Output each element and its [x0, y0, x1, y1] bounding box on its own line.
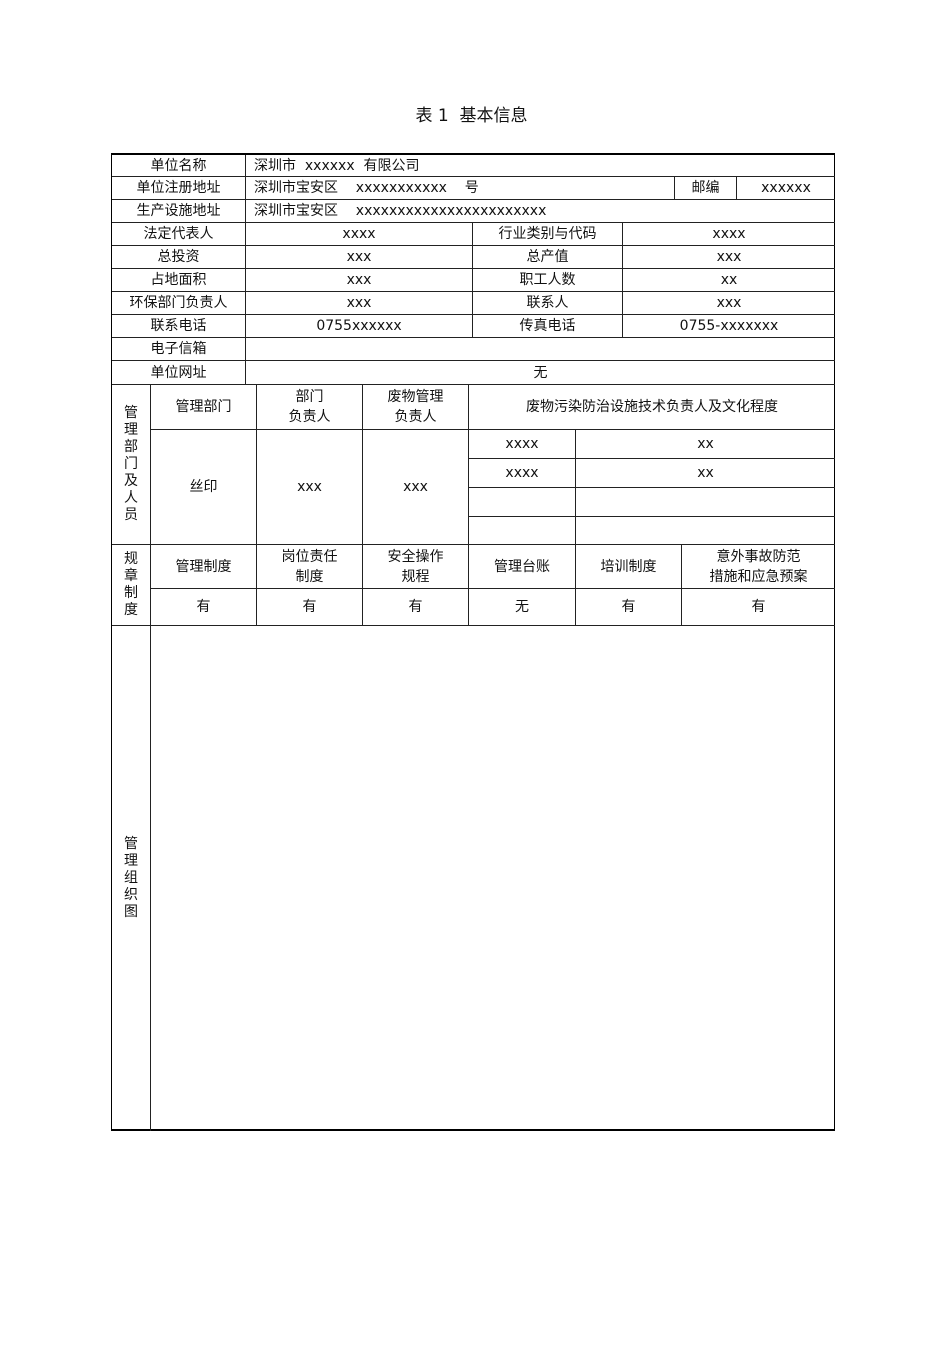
info-value: xxx: [623, 246, 835, 269]
info-label: 联系电话: [112, 315, 246, 338]
rules-header: 岗位责任 制度: [257, 545, 363, 589]
rules-header: 管理台账: [469, 545, 576, 589]
reg-address-label: 单位注册地址: [112, 177, 246, 200]
rules-value: 有: [257, 589, 363, 626]
waste-head-value: xxx: [363, 430, 469, 545]
rules-value: 有: [363, 589, 469, 626]
info-label: 总投资: [112, 246, 246, 269]
info-label: 环保部门负责人: [112, 292, 246, 315]
rules-value: 有: [151, 589, 257, 626]
table-title: 表 1 基本信息: [415, 106, 528, 126]
email-value: [246, 338, 835, 361]
info-value: xxxx: [246, 223, 473, 246]
info-value: xxx: [623, 292, 835, 315]
reg-address-value: 深圳市宝安区 xxxxxxxxxxx 号: [246, 177, 675, 200]
website-label: 单位网址: [112, 361, 246, 385]
tech-education: xx: [576, 430, 835, 459]
tech-education: [576, 488, 835, 517]
dept-head-value: xxx: [257, 430, 363, 545]
basic-info-table: 单位名称 深圳市 xxxxxx 有限公司 单位注册地址 深圳市宝安区 xxxxx…: [111, 153, 835, 1131]
mgmt-header: 部门 负责人: [257, 385, 363, 430]
info-value: 0755xxxxxx: [246, 315, 473, 338]
tech-education: [576, 517, 835, 545]
rules-header: 安全操作 规程: [363, 545, 469, 589]
info-value: xxx: [246, 246, 473, 269]
info-value: xx: [623, 269, 835, 292]
info-value: 0755-xxxxxxx: [623, 315, 835, 338]
org-section-text: 管理组织图: [124, 836, 138, 920]
unit-name-label: 单位名称: [112, 155, 246, 177]
info-value: xxxx: [623, 223, 835, 246]
org-section-label: 管理组织图: [112, 626, 151, 1131]
website-value: 无: [246, 361, 835, 385]
mgmt-header: 废物管理 负责人: [363, 385, 469, 430]
info-value: xxx: [246, 292, 473, 315]
mgmt-header: 管理部门: [151, 385, 257, 430]
zip-value: xxxxxx: [737, 177, 835, 200]
rules-header: 管理制度: [151, 545, 257, 589]
prod-address-value: 深圳市宝安区 xxxxxxxxxxxxxxxxxxxxxxx: [246, 200, 835, 223]
mgmt-section-label: 管理部门及人员: [112, 385, 151, 545]
info-label: 行业类别与代码: [473, 223, 623, 246]
info-label: 联系人: [473, 292, 623, 315]
info-label: 传真电话: [473, 315, 623, 338]
info-value: xxx: [246, 269, 473, 292]
email-label: 电子信箱: [112, 338, 246, 361]
tech-name: xxxx: [469, 430, 576, 459]
info-label: 法定代表人: [112, 223, 246, 246]
rules-header: 培训制度: [576, 545, 682, 589]
rules-header: 意外事故防范 措施和应急预案: [682, 545, 835, 589]
rules-section-label: 规章制度: [112, 545, 151, 626]
zip-label: 邮编: [675, 177, 737, 200]
tech-name: xxxx: [469, 459, 576, 488]
prod-address-label: 生产设施地址: [112, 200, 246, 223]
rules-value: 有: [576, 589, 682, 626]
info-label: 占地面积: [112, 269, 246, 292]
rules-section-text: 规章制度: [124, 551, 138, 618]
rules-value: 无: [469, 589, 576, 626]
mgmt-section-text: 管理部门及人员: [124, 405, 138, 523]
unit-name-value: 深圳市 xxxxxx 有限公司: [246, 155, 835, 177]
info-label: 总产值: [473, 246, 623, 269]
info-label: 职工人数: [473, 269, 623, 292]
mgmt-header: 废物污染防治设施技术负责人及文化程度: [469, 385, 835, 430]
tech-name: [469, 488, 576, 517]
rules-value: 有: [682, 589, 835, 626]
org-chart-area: [151, 626, 835, 1131]
tech-name: [469, 517, 576, 545]
dept-value: 丝印: [151, 430, 257, 545]
tech-education: xx: [576, 459, 835, 488]
